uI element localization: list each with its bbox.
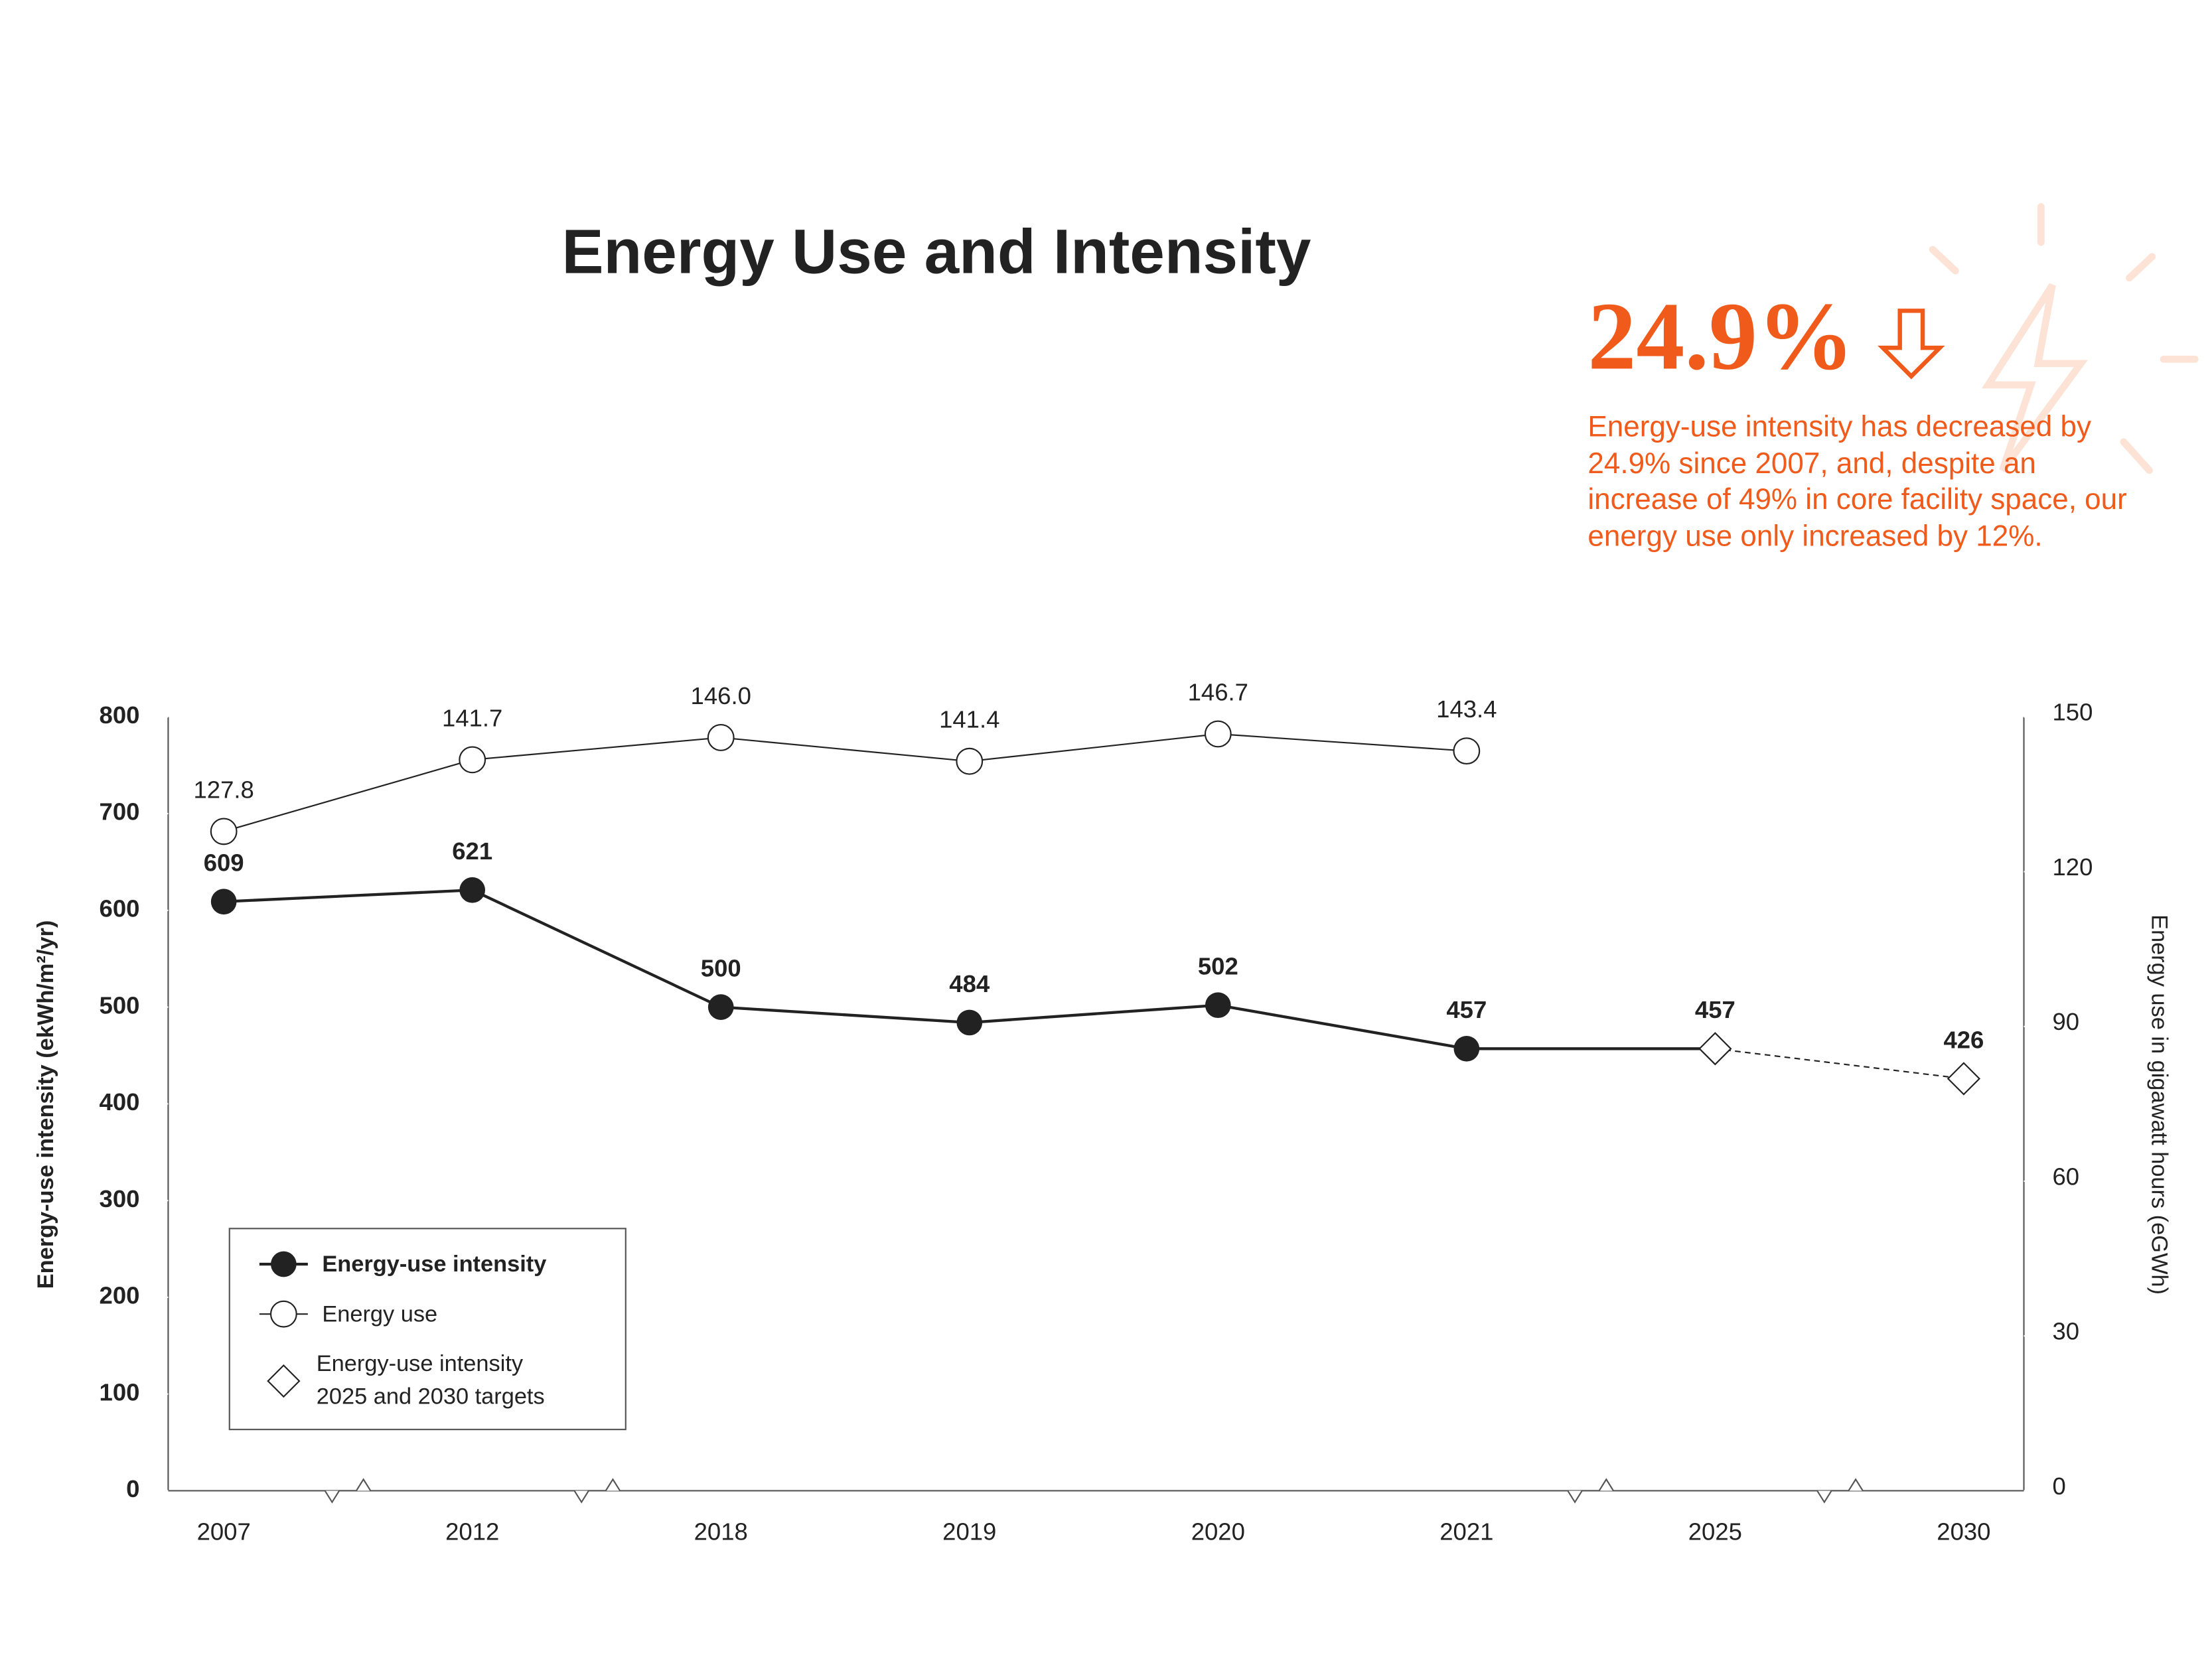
x-tick-label: 2007 xyxy=(197,1518,251,1546)
x-tick-label: 2021 xyxy=(1439,1518,1493,1546)
intensity-marker xyxy=(459,877,486,903)
data-label: 457 xyxy=(1446,996,1487,1023)
y2-tick-label: 120 xyxy=(2052,853,2093,881)
intensity-marker xyxy=(210,889,237,915)
energy-use-marker xyxy=(210,818,238,845)
legend-entry: Energy-use intensity 2025 and 2030 targe… xyxy=(316,1352,545,1410)
legend-swatch xyxy=(267,1364,301,1398)
callout-text: Energy-use intensity has decreased by 24… xyxy=(1587,410,2127,553)
legend-label: Energy-use intensity 2025 and 2030 targe… xyxy=(316,1352,545,1410)
intensity-line xyxy=(224,889,1467,1050)
legend-label: Energy use xyxy=(322,1301,437,1327)
energy-use-marker xyxy=(1453,737,1481,765)
y-tick-label: 700 xyxy=(100,798,140,826)
target-marker xyxy=(1698,1032,1732,1066)
data-label: 609 xyxy=(204,849,244,877)
y2-tick-label: 90 xyxy=(2052,1008,2079,1035)
target-line xyxy=(1715,1048,1964,1080)
data-label: 141.4 xyxy=(939,706,999,733)
y-tick-label: 400 xyxy=(100,1088,140,1116)
x-tick-label: 2025 xyxy=(1688,1518,1742,1546)
energy-use-marker xyxy=(1204,720,1232,748)
data-label: 141.7 xyxy=(442,704,502,731)
y2-tick-label: 150 xyxy=(2052,699,2093,726)
energy-use-marker xyxy=(459,746,486,774)
y2-tick-label: 0 xyxy=(2052,1473,2065,1500)
target-marker xyxy=(1947,1062,1981,1096)
axis-breaks xyxy=(324,1478,1864,1504)
y-tick-label: 200 xyxy=(100,1282,140,1309)
y-tick-label: 300 xyxy=(100,1185,140,1212)
y-tick-label: 100 xyxy=(100,1378,140,1406)
data-label: 621 xyxy=(452,837,492,865)
down-arrow xyxy=(1878,309,1945,380)
energy-use-marker xyxy=(956,747,984,775)
y-tick-label: 600 xyxy=(100,895,140,922)
data-label: 146.7 xyxy=(1188,679,1248,706)
y-tick-label: 500 xyxy=(100,991,140,1019)
legend-swatch xyxy=(269,1300,297,1328)
intensity-marker xyxy=(956,1009,983,1036)
data-label: 500 xyxy=(701,954,741,981)
x-tick-label: 2030 xyxy=(1937,1518,1990,1546)
callout-box: Energy-use intensity has decreased by 24… xyxy=(1587,410,2127,553)
legend-label: Energy-use intensity xyxy=(322,1252,546,1277)
y-axis-label: Energy-use intensity (ekWh/m²/yr) xyxy=(33,920,58,1289)
callout-value: 24.9% xyxy=(1587,282,1854,390)
x-tick-label: 2020 xyxy=(1191,1518,1245,1546)
legend-swatch xyxy=(271,1251,297,1277)
data-label: 484 xyxy=(949,970,990,997)
data-label: 143.4 xyxy=(1436,695,1497,723)
x-tick-label: 2019 xyxy=(942,1518,996,1546)
energy-use-marker xyxy=(707,724,735,751)
y2-axis-label: Energy use in gigawatt hours (eGWh) xyxy=(2146,914,2172,1295)
y-tick-label: 0 xyxy=(126,1475,139,1502)
y2-tick-label: 60 xyxy=(2052,1163,2079,1190)
data-label: 426 xyxy=(1943,1026,1984,1053)
intensity-marker xyxy=(1453,1035,1480,1062)
intensity-marker xyxy=(1205,992,1231,1019)
data-label: 457 xyxy=(1695,996,1735,1023)
data-label: 502 xyxy=(1198,953,1238,980)
chart-title: Energy Use and Intensity xyxy=(561,217,1311,287)
data-label: 127.8 xyxy=(193,776,254,803)
data-label: 146.0 xyxy=(691,682,751,709)
y2-tick-label: 30 xyxy=(2052,1318,2079,1345)
decoration xyxy=(1929,203,2199,474)
x-tick-label: 2012 xyxy=(445,1518,499,1546)
x-tick-label: 2018 xyxy=(694,1518,748,1546)
intensity-marker xyxy=(707,994,734,1020)
y-tick-label: 800 xyxy=(100,701,140,729)
energy-use-line xyxy=(223,733,1467,832)
